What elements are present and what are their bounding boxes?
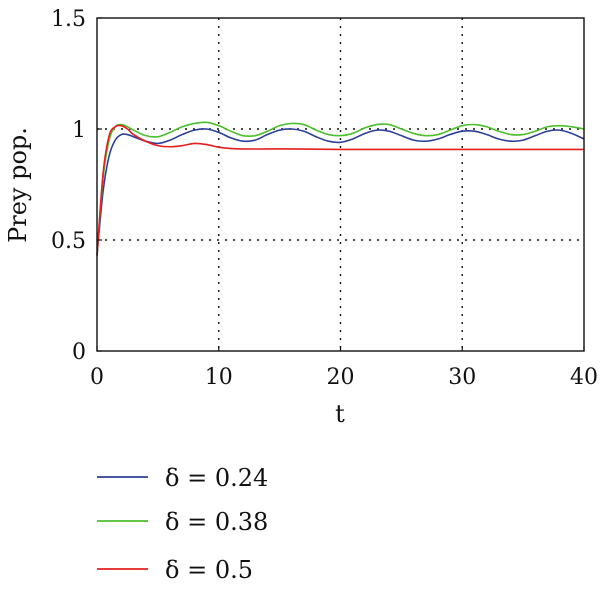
legend-label-2: δ = 0.38	[165, 508, 268, 536]
legend-label-3: δ = 0.5	[165, 556, 253, 584]
axis-ticks: 0 10 20 30 40 0 0.5 1 1.5	[51, 7, 598, 390]
y-tick-label: 0.5	[51, 229, 86, 254]
series-lines	[96, 121, 585, 256]
x-tick-label: 0	[90, 365, 104, 390]
x-tick-label: 10	[205, 365, 233, 390]
y-axis-label: Prey pop.	[4, 127, 32, 243]
x-tick-label: 30	[448, 365, 476, 390]
series-line-2	[96, 121, 585, 256]
legend-label-1: δ = 0.24	[165, 464, 268, 492]
grid-lines	[97, 18, 584, 351]
x-tick-label: 20	[327, 365, 355, 390]
y-tick-label: 0	[72, 340, 86, 365]
y-tick-label: 1.5	[51, 7, 86, 32]
y-tick-label: 1	[72, 118, 86, 143]
legend: δ = 0.24 δ = 0.38 δ = 0.5	[97, 464, 268, 584]
series-line-3	[96, 124, 584, 256]
x-tick-label: 40	[570, 365, 598, 390]
x-axis-label: t	[335, 400, 345, 428]
